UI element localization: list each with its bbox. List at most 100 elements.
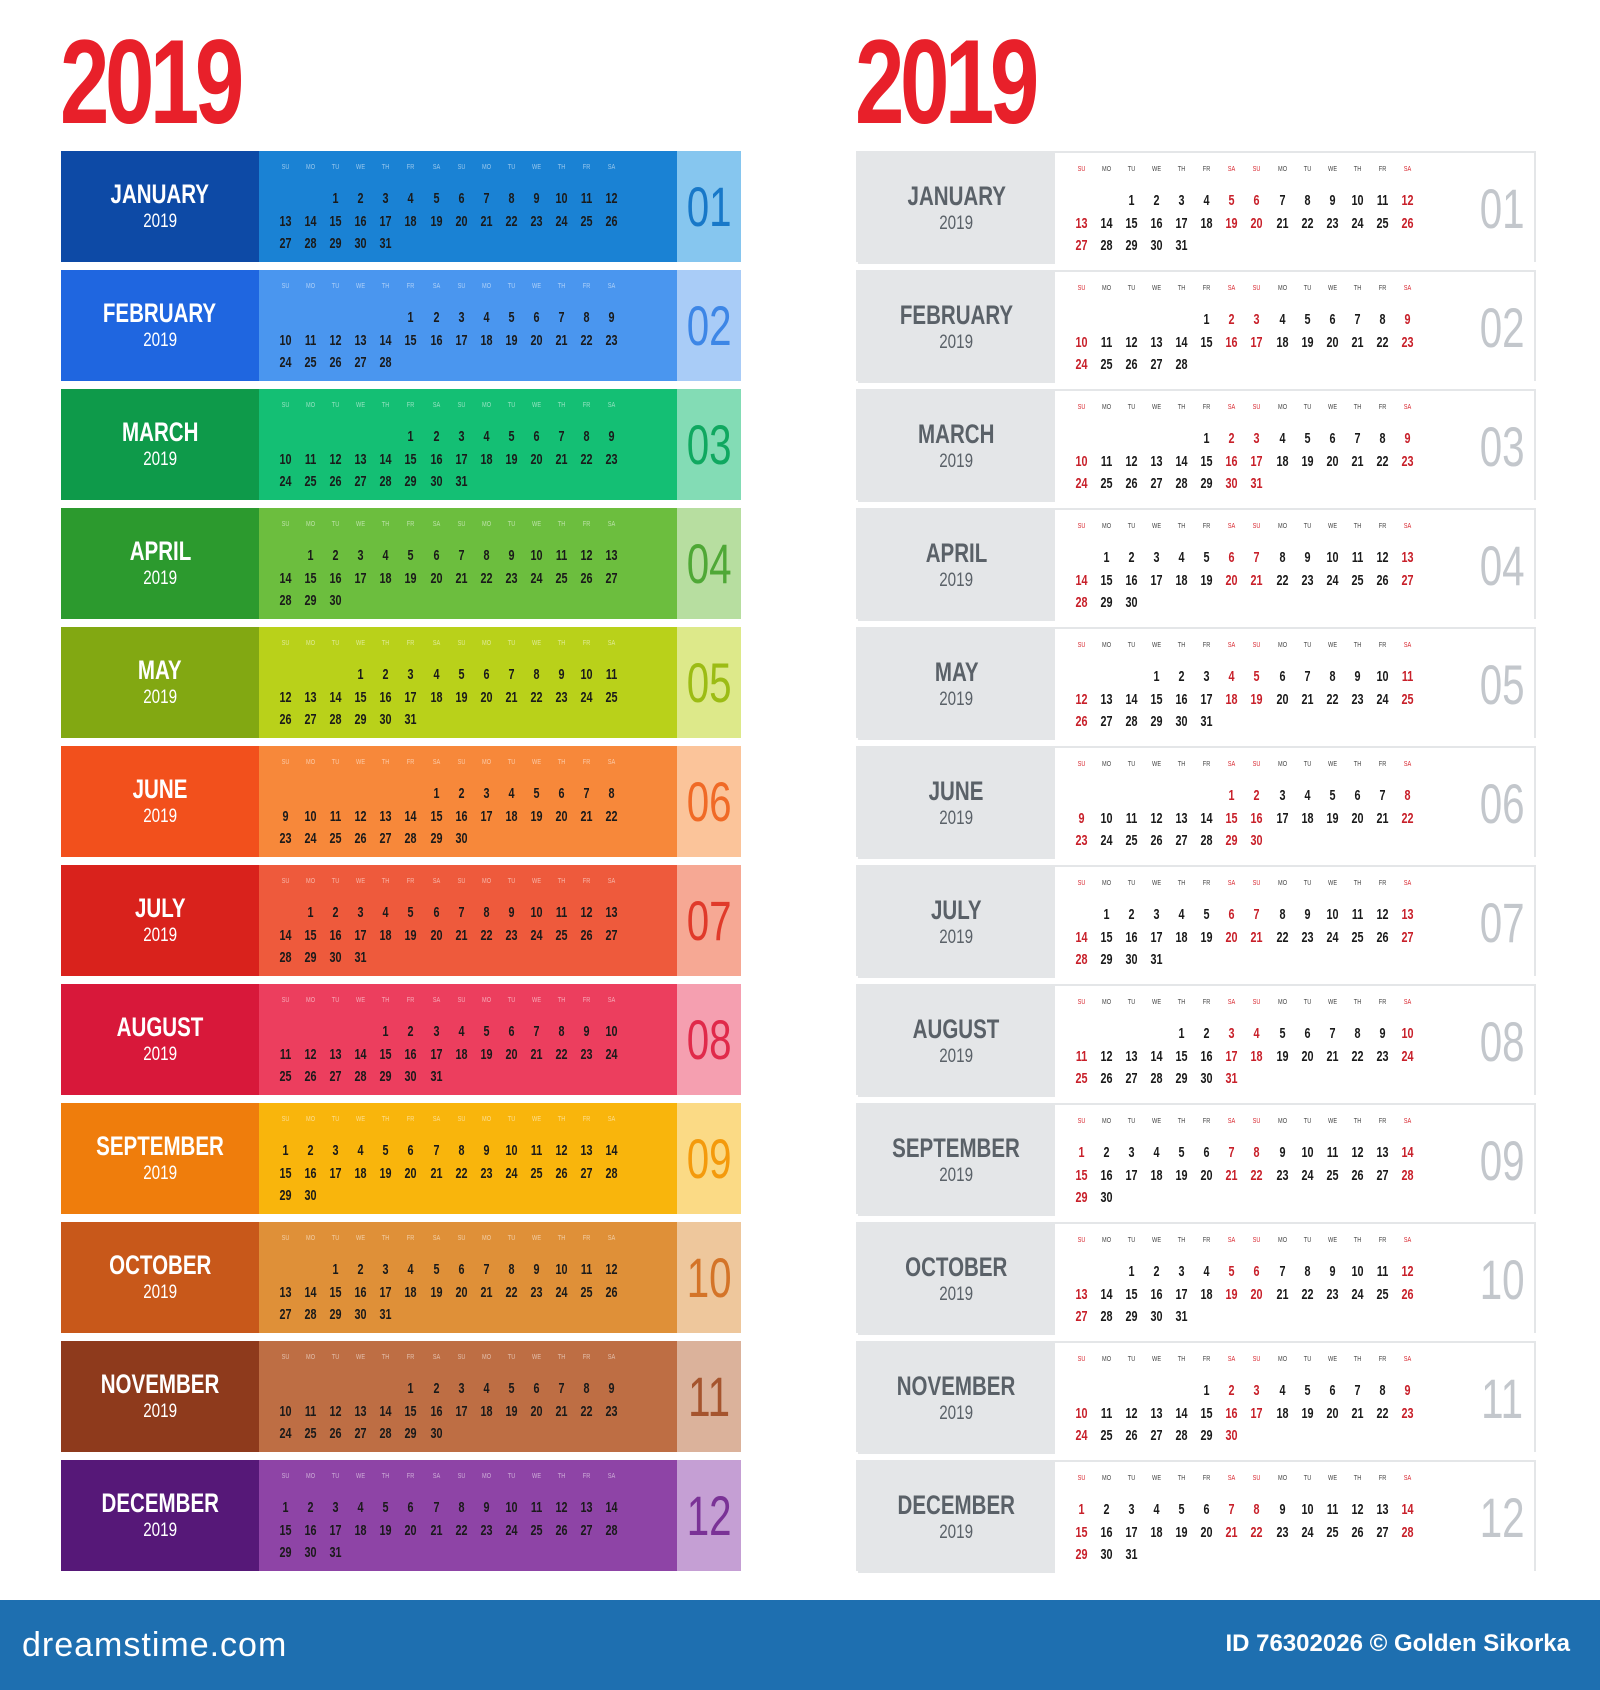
day-cell: 22: [1251, 1166, 1264, 1184]
day-cell: 1: [1078, 1144, 1085, 1161]
day-cell: 26: [279, 711, 292, 728]
month-label: SEPTEMBER 2019: [858, 1105, 1055, 1216]
month-number-text: 09: [686, 1126, 732, 1190]
day-cell: 5: [533, 785, 540, 802]
day-cell: 19: [530, 807, 543, 825]
empty-cell: [352, 783, 370, 806]
day-cell: 17: [1251, 1404, 1264, 1422]
weekday-header: WE: [1152, 1118, 1162, 1125]
weekday-header: TH: [557, 640, 566, 647]
day-cell: 28: [605, 1164, 618, 1182]
day-cell: 6: [1279, 668, 1286, 685]
day-cell: 6: [483, 666, 490, 683]
day-cell: 8: [458, 1142, 465, 1159]
month-row-december: DECEMBER 2019 SU MO TU WE TH FR SA SU MO TU WE TH FR SA…: [61, 1460, 741, 1571]
day-cell: 16: [430, 450, 443, 468]
empty-cell: [1148, 785, 1166, 808]
weekday-header: TU: [331, 283, 340, 290]
day-cell: 25: [1351, 928, 1364, 946]
day-cell: 2: [357, 1261, 364, 1278]
day-cell: 29: [1125, 237, 1138, 254]
day-cell: 2: [382, 666, 389, 683]
day-cell: 9: [1078, 809, 1085, 827]
day-cell: 9: [1379, 1025, 1386, 1042]
month-label: NOVEMBER 2019: [61, 1341, 259, 1452]
day-cell: 20: [505, 1045, 518, 1063]
day-cell: 19: [505, 450, 518, 468]
day-cell: 29: [430, 830, 443, 847]
month-day-grid: SU MO TU WE TH FR SA SU MO TU WE TH FR SA 1 2 3 4 5 6 7 8 9 10 1…: [259, 984, 677, 1095]
month-label: JUNE 2019: [61, 746, 259, 857]
day-cell: 22: [455, 1521, 468, 1539]
day-cell: 11: [304, 450, 317, 468]
month-year: 2019: [143, 924, 177, 946]
day-cell: 18: [480, 450, 493, 468]
weekday-header: SU: [1253, 642, 1261, 649]
day-cell: 13: [580, 1499, 593, 1516]
month-label: APRIL 2019: [61, 508, 259, 619]
day-cell: 7: [458, 904, 465, 921]
month-year: 2019: [939, 1045, 974, 1067]
day-cell: 6: [1329, 430, 1336, 447]
weekday-header: TH: [557, 283, 566, 290]
day-cell: 15: [1150, 690, 1163, 708]
day-cell: 18: [430, 688, 443, 706]
weekday-header: TH: [382, 759, 390, 766]
month-row-april: APRIL 2019 SU MO TU WE TH FR SA SU MO TU WE TH FR SA 1 2 3…: [856, 508, 1536, 621]
day-cell: 13: [1150, 452, 1163, 470]
day-cell: 27: [1376, 1523, 1389, 1541]
day-cell: 29: [1075, 1546, 1088, 1563]
day-cell: 23: [605, 331, 618, 349]
day-cell: 16: [1100, 1166, 1113, 1184]
month-label: OCTOBER 2019: [858, 1224, 1055, 1335]
weekday-header: TH: [1353, 1475, 1362, 1482]
day-cell: 21: [580, 807, 593, 825]
day-cell: 5: [1203, 549, 1210, 566]
month-year: 2019: [939, 1521, 974, 1543]
weekday-header: TU: [507, 164, 516, 171]
day-cell: 31: [405, 711, 418, 728]
weekday-header: MO: [481, 1473, 491, 1480]
dreamstime-logo[interactable]: dreamstime.com: [22, 1626, 288, 1664]
weekday-header: FR: [1378, 166, 1387, 173]
day-cell: 4: [1203, 192, 1210, 209]
day-cell: 16: [1225, 333, 1238, 351]
weekday-header: SU: [1253, 404, 1261, 411]
weekday-header: FR: [407, 402, 415, 409]
weekday-header: FR: [1378, 523, 1387, 530]
day-cell: 29: [304, 949, 317, 966]
day-cell: 15: [329, 212, 342, 230]
weekday-header: TH: [1178, 285, 1186, 292]
day-cell: 7: [558, 428, 565, 445]
day-cell: 3: [1254, 311, 1261, 328]
month-number-text: 02: [1479, 295, 1525, 359]
weekday-header: TU: [1127, 404, 1136, 411]
weekday-header: MO: [1101, 285, 1111, 292]
day-cell: 30: [1225, 475, 1238, 492]
day-cell: 12: [304, 1045, 317, 1063]
weekday-header: MO: [306, 878, 316, 885]
month-number-text: 06: [1479, 771, 1525, 835]
day-cell: 22: [505, 212, 518, 230]
weekday-header: WE: [356, 878, 366, 885]
weekday-header: SA: [1403, 1237, 1412, 1244]
month-day-grid: SU MO TU WE TH FR SA SU MO TU WE TH FR SA 1 2 3 4 5 6 7 8 9 10 1…: [1054, 748, 1471, 859]
day-cell: 4: [1228, 668, 1235, 685]
day-cell: 25: [1100, 475, 1113, 492]
day-cell: 25: [1376, 1285, 1389, 1303]
day-cell: 6: [1228, 906, 1235, 923]
month-day-grid: SU MO TU WE TH FR SA SU MO TU WE TH FR SA 1 2 3 4 5 6 7 8 9 10 1…: [259, 1341, 677, 1452]
month-row-november: NOVEMBER 2019 SU MO TU WE TH FR SA SU MO TU WE TH FR SA…: [61, 1341, 741, 1452]
day-cell: 1: [282, 1142, 289, 1159]
day-cell: 19: [455, 688, 468, 706]
day-cell: 23: [530, 1283, 543, 1301]
day-cell: 21: [1276, 214, 1289, 232]
day-cell: 8: [1304, 1263, 1311, 1280]
weekday-header: FR: [582, 640, 591, 647]
day-cell: 1: [382, 1023, 389, 1040]
day-cell: 3: [357, 904, 364, 921]
month-day-grid: SU MO TU WE TH FR SA SU MO TU WE TH FR SA 1 2 3 4 5 6 7 8 9 10 1…: [259, 627, 677, 738]
weekday-header: WE: [1327, 999, 1337, 1006]
day-cell: 17: [1125, 1166, 1138, 1184]
day-cell: 1: [1203, 1382, 1210, 1399]
